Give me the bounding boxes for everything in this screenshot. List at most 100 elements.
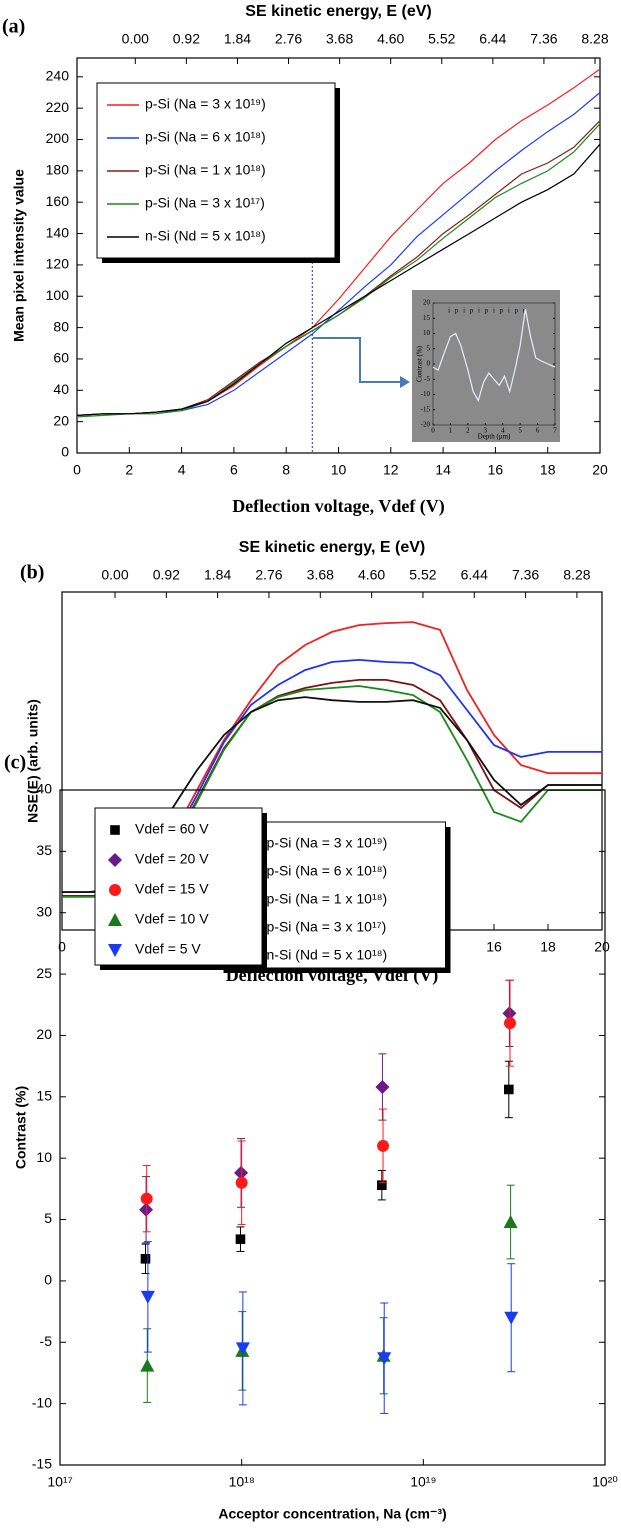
legend-label: p-Si (Na = 1 x 10¹⁸) bbox=[145, 162, 266, 178]
data-point bbox=[504, 1311, 519, 1325]
legend-label: p-Si (Na = 3 x 10¹⁷) bbox=[267, 919, 387, 935]
y-tick-label: 30 bbox=[36, 903, 52, 919]
data-point bbox=[139, 1202, 154, 1217]
axes-frame bbox=[76, 57, 601, 454]
y-tick-label: 15 bbox=[36, 1088, 52, 1104]
x2-tick-label: 7.36 bbox=[530, 31, 557, 47]
y-tick-label: 40 bbox=[53, 381, 69, 397]
y-tick-label: 20 bbox=[36, 1026, 52, 1042]
x2-tick-label: 0.00 bbox=[122, 31, 149, 47]
data-point bbox=[504, 1017, 517, 1030]
legend-label: p-Si (Na = 6 x 10¹⁸) bbox=[145, 129, 266, 145]
legend-label: p-Si (Na = 3 x 10¹⁹) bbox=[267, 835, 388, 851]
y-tick-label: 25 bbox=[36, 965, 52, 981]
panel-label: (c) bbox=[4, 752, 26, 774]
x2-tick-label: 8.28 bbox=[581, 31, 608, 47]
legend-label: p-Si (Na = 3 x 10¹⁹) bbox=[145, 96, 266, 112]
legend-label: Vdef = 20 V bbox=[135, 851, 209, 867]
x-tick-label: 3 bbox=[484, 427, 488, 435]
legend-label: n-Si (Nd = 5 x 10¹⁸) bbox=[145, 228, 266, 244]
y-tick-label: 10 bbox=[36, 1149, 52, 1165]
x2-tick-label: 4.60 bbox=[358, 567, 385, 583]
y-tick-label: 140 bbox=[46, 224, 70, 240]
y-tick-label: 5 bbox=[427, 344, 431, 352]
y-tick-label: 20 bbox=[53, 412, 69, 428]
x-tick-label: 10¹⁷ bbox=[47, 1474, 72, 1490]
x2-axis-title: SE kinetic energy, E (eV) bbox=[239, 539, 425, 556]
x2-axis-title: SE kinetic energy, E (eV) bbox=[245, 3, 431, 20]
x-tick-label: 10 bbox=[331, 462, 347, 478]
y-tick-label: 180 bbox=[46, 162, 70, 178]
data-line bbox=[76, 143, 601, 416]
data-line bbox=[432, 308, 556, 403]
legend-box bbox=[94, 807, 263, 966]
legend-label: Vdef = 10 V bbox=[135, 911, 209, 927]
data-point bbox=[502, 1006, 517, 1021]
x-tick-label: 10²⁰ bbox=[592, 1474, 618, 1490]
axes-frame bbox=[59, 789, 606, 1466]
y-tick-label: 80 bbox=[53, 318, 69, 334]
data-point bbox=[504, 1084, 514, 1095]
x2-tick-label: 5.52 bbox=[428, 31, 455, 47]
x-tick-label: 10¹⁸ bbox=[229, 1474, 255, 1490]
y-tick-label: 0 bbox=[44, 1272, 52, 1288]
legend-label: p-Si (Na = 6 x 10¹⁸) bbox=[267, 863, 388, 879]
inset-background bbox=[412, 290, 560, 442]
data-point bbox=[140, 1358, 155, 1372]
data-point bbox=[234, 1165, 249, 1180]
y-tick-label: -5 bbox=[40, 1333, 53, 1349]
x2-tick-label: 2.76 bbox=[255, 567, 282, 583]
x-tick-label: 8 bbox=[282, 462, 290, 478]
x2-tick-label: 3.68 bbox=[326, 31, 353, 47]
x-tick-label: 7 bbox=[553, 427, 557, 435]
x2-tick-label: 0.92 bbox=[153, 567, 180, 583]
x2-tick-label: 4.60 bbox=[377, 31, 404, 47]
x2-tick-label: 2.76 bbox=[275, 31, 302, 47]
x-tick-label: 16 bbox=[486, 939, 502, 955]
y-tick-label: 0 bbox=[427, 360, 431, 368]
y-tick-label: 10 bbox=[423, 329, 431, 337]
data-line bbox=[76, 123, 601, 418]
y-tick-label: 220 bbox=[46, 99, 70, 115]
y-tick-label: 100 bbox=[46, 287, 70, 303]
y-axis-title: Contrast (%) bbox=[13, 1086, 29, 1169]
data-point bbox=[140, 1192, 153, 1205]
data-point bbox=[235, 1342, 250, 1356]
y-tick-label: 160 bbox=[46, 193, 70, 209]
y-tick-label: 5 bbox=[44, 1210, 52, 1226]
y-tick-label: 0 bbox=[61, 444, 69, 460]
legend-swatch bbox=[108, 853, 122, 867]
y-tick-label: 120 bbox=[46, 256, 70, 272]
x2-tick-label: 0.92 bbox=[173, 31, 200, 47]
axes-frame bbox=[432, 302, 556, 426]
x-axis-title: Acceptor concentration, Na (cm⁻³) bbox=[218, 1506, 446, 1522]
y-tick-label: 40 bbox=[36, 781, 52, 797]
y-axis-title: NSE(E) (arb. units) bbox=[25, 699, 41, 823]
x-tick-label: 18 bbox=[540, 939, 556, 955]
x-tick-label: 20 bbox=[594, 939, 610, 955]
x2-tick-label: 5.52 bbox=[409, 567, 436, 583]
inset-arrowhead bbox=[400, 376, 410, 388]
inset-arrow bbox=[313, 337, 402, 383]
y-tick-label: -15 bbox=[421, 405, 431, 413]
x-tick-label: 6 bbox=[230, 462, 238, 478]
x-tick-label: 1 bbox=[449, 427, 453, 435]
x2-tick-label: 0.00 bbox=[101, 567, 128, 583]
y-axis-title: Contrast (%) bbox=[416, 345, 424, 382]
y-tick-label: -20 bbox=[421, 421, 431, 429]
x-axis-title: Depth (μm) bbox=[478, 433, 511, 441]
x2-tick-label: 6.44 bbox=[479, 31, 506, 47]
x2-tick-label: 1.84 bbox=[204, 567, 231, 583]
y-tick-label: 240 bbox=[46, 68, 70, 84]
y-tick-label: 60 bbox=[53, 350, 69, 366]
x-tick-label: 6 bbox=[536, 427, 540, 435]
y-tick-label: 20 bbox=[423, 299, 431, 307]
x2-tick-label: 1.84 bbox=[224, 31, 251, 47]
legend-label: Vdef = 15 V bbox=[135, 881, 209, 897]
y-tick-label: 35 bbox=[36, 842, 52, 858]
x-tick-label: 16 bbox=[488, 462, 504, 478]
x-tick-label: 12 bbox=[383, 462, 399, 478]
x-tick-label: 10¹⁹ bbox=[410, 1474, 436, 1490]
annotation: i p i p i p i p i p n bbox=[448, 307, 528, 315]
